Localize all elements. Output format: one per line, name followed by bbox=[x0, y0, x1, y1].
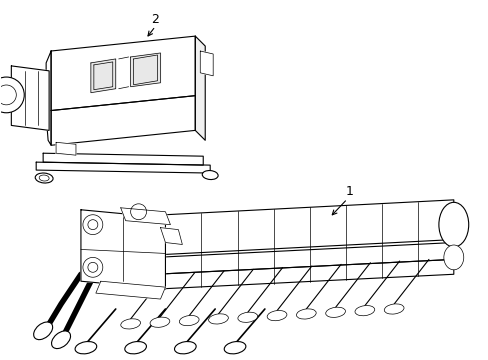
Ellipse shape bbox=[237, 312, 257, 322]
Ellipse shape bbox=[39, 175, 49, 181]
Circle shape bbox=[83, 257, 102, 277]
Ellipse shape bbox=[34, 322, 53, 339]
Circle shape bbox=[0, 85, 16, 105]
Circle shape bbox=[83, 215, 102, 235]
Ellipse shape bbox=[296, 309, 316, 319]
Ellipse shape bbox=[208, 314, 228, 324]
Polygon shape bbox=[51, 96, 195, 145]
Ellipse shape bbox=[224, 342, 245, 354]
Polygon shape bbox=[91, 59, 116, 93]
Polygon shape bbox=[56, 142, 76, 155]
Circle shape bbox=[88, 220, 98, 230]
Ellipse shape bbox=[443, 245, 463, 270]
Polygon shape bbox=[165, 200, 453, 255]
Polygon shape bbox=[96, 281, 165, 299]
Circle shape bbox=[88, 262, 98, 272]
Ellipse shape bbox=[75, 342, 97, 354]
Ellipse shape bbox=[266, 311, 286, 321]
Ellipse shape bbox=[179, 315, 199, 326]
Polygon shape bbox=[81, 210, 165, 289]
Polygon shape bbox=[36, 162, 210, 173]
Circle shape bbox=[130, 204, 146, 220]
Ellipse shape bbox=[354, 306, 374, 316]
Ellipse shape bbox=[202, 171, 218, 180]
Ellipse shape bbox=[325, 307, 345, 318]
Ellipse shape bbox=[124, 342, 146, 354]
Ellipse shape bbox=[438, 202, 468, 247]
Polygon shape bbox=[155, 260, 453, 289]
Ellipse shape bbox=[51, 331, 70, 348]
Polygon shape bbox=[46, 51, 51, 145]
Text: 1: 1 bbox=[345, 185, 353, 198]
Text: 2: 2 bbox=[151, 13, 159, 26]
Polygon shape bbox=[200, 51, 213, 76]
Circle shape bbox=[0, 77, 24, 113]
Polygon shape bbox=[195, 36, 205, 140]
Polygon shape bbox=[121, 208, 170, 225]
Polygon shape bbox=[155, 243, 453, 274]
Ellipse shape bbox=[384, 304, 403, 314]
Polygon shape bbox=[51, 36, 195, 111]
Ellipse shape bbox=[121, 319, 140, 329]
Ellipse shape bbox=[174, 342, 196, 354]
Ellipse shape bbox=[150, 317, 169, 327]
Polygon shape bbox=[43, 153, 203, 165]
Polygon shape bbox=[130, 53, 160, 87]
Ellipse shape bbox=[35, 173, 53, 183]
Polygon shape bbox=[160, 228, 182, 244]
Polygon shape bbox=[11, 66, 49, 130]
